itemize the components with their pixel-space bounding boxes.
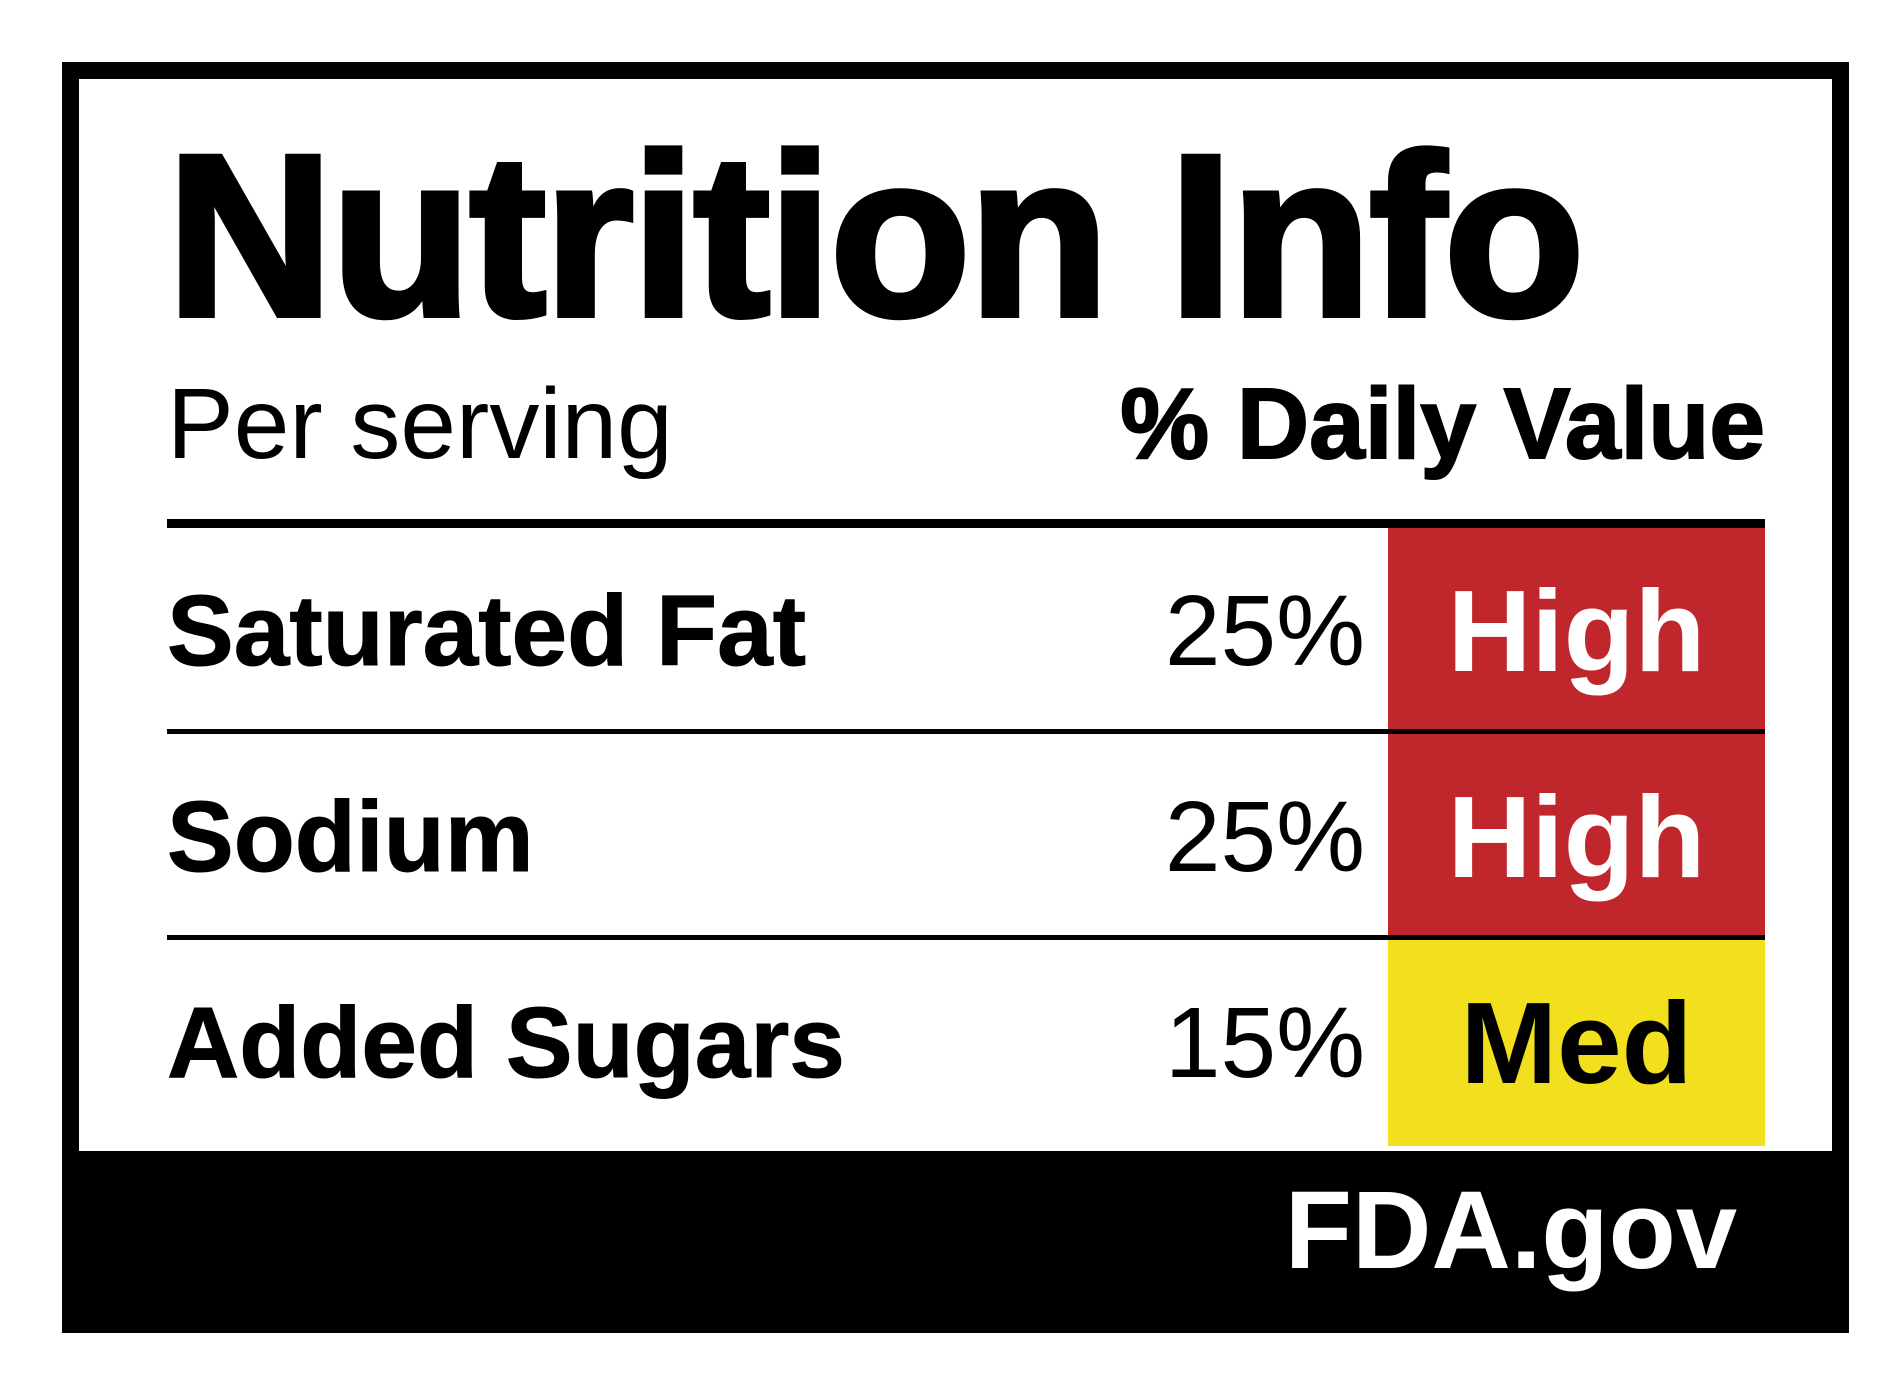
nutrition-label: Nutrition Info Per serving % Daily Value…: [62, 62, 1849, 1333]
row-divider: [167, 729, 1765, 734]
per-serving-text: Per serving: [167, 368, 673, 480]
nutrient-name: Sodium: [167, 781, 535, 894]
nutrient-name: Added Sugars: [167, 987, 846, 1100]
label-subheader: Per serving % Daily Value: [167, 364, 1766, 484]
level-badge-high: High: [1388, 528, 1765, 734]
label-title: Nutrition Info: [164, 107, 1587, 364]
nutrient-name: Saturated Fat: [166, 575, 807, 688]
nutrient-row-saturated-fat: Saturated Fat 25% High: [166, 528, 1765, 734]
header-rule: [167, 519, 1765, 528]
nutrient-row-sodium: Sodium 25% High: [167, 734, 1765, 940]
nutrient-percent: 25%: [1164, 781, 1365, 893]
nutrient-percent: 25%: [1164, 575, 1365, 687]
daily-value-header: % Daily Value: [1119, 367, 1766, 481]
nutrient-percent: 15%: [1164, 987, 1365, 1099]
label-footer: FDA.gov: [62, 1151, 1849, 1333]
nutrient-row-added-sugars: Added Sugars 15% Med: [167, 940, 1765, 1151]
fda-link-text: FDA.gov: [1284, 1169, 1737, 1292]
row-divider: [167, 935, 1765, 940]
level-badge-med: Med: [1388, 940, 1765, 1146]
level-badge-high: High: [1388, 734, 1765, 940]
